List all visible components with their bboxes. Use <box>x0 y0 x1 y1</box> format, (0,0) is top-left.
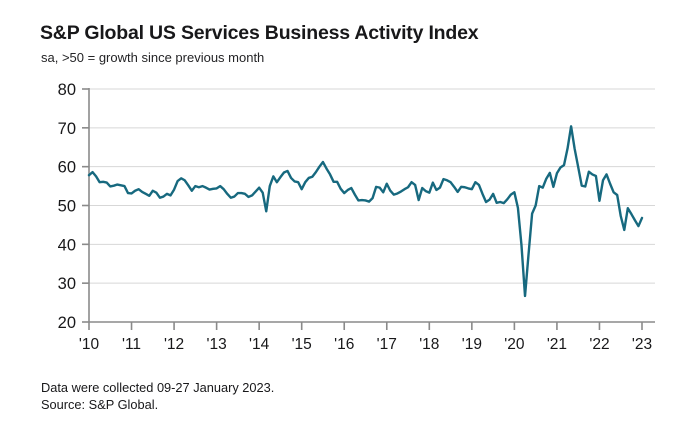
x-axis-tick-label: '10 <box>79 336 100 353</box>
y-axis-tick-label: 30 <box>58 275 76 293</box>
x-axis-tick-label: '21 <box>547 336 567 353</box>
footnote-collection-note: Data were collected 09-27 January 2023. <box>41 380 275 395</box>
x-axis-tick-label: '12 <box>164 336 184 353</box>
x-axis-tick-label: '20 <box>504 336 525 353</box>
y-axis-tick-label: 40 <box>58 236 76 254</box>
y-axis-tick-label: 50 <box>58 198 76 216</box>
y-axis-ticks <box>82 88 89 323</box>
x-axis-tick-label: '23 <box>632 336 652 353</box>
x-axis-tick-label: '22 <box>589 336 609 353</box>
page-title: S&P Global US Services Business Activity… <box>40 22 479 44</box>
x-axis-tick-label: '19 <box>462 336 482 353</box>
x-axis-tick-label: '18 <box>419 336 439 353</box>
footnote: Data were collected 09-27 January 2023. … <box>41 379 274 413</box>
data-series-line <box>87 125 644 298</box>
x-axis-tick-label: '16 <box>334 336 354 353</box>
x-axis-tick-label: '14 <box>249 336 270 353</box>
x-axis-tick-label: '17 <box>377 336 397 353</box>
y-axis-tick-label: 20 <box>58 314 76 332</box>
x-axis-ticks <box>88 322 643 330</box>
y-axis-labels: 20 30 40 50 60 70 80 <box>58 81 76 332</box>
gridlines <box>89 88 655 323</box>
x-axis-tick-label: '11 <box>122 336 141 353</box>
x-axis-labels: '10 '11 '12 '13 '14 '15 '16 '17 '18 '19 '20 '21 '22 '… <box>79 336 652 353</box>
x-axis-tick-label: '15 <box>292 336 312 353</box>
y-axis-tick-label: 60 <box>58 159 76 177</box>
chart-subtitle: sa, >50 = growth since previous month <box>41 50 265 65</box>
series-line <box>87 125 644 298</box>
y-axis-tick-label: 80 <box>58 81 76 99</box>
footnote-source: Source: S&P Global. <box>41 397 159 412</box>
x-axis-tick-label: '13 <box>207 336 227 353</box>
y-axis-tick-label: 70 <box>58 120 76 138</box>
